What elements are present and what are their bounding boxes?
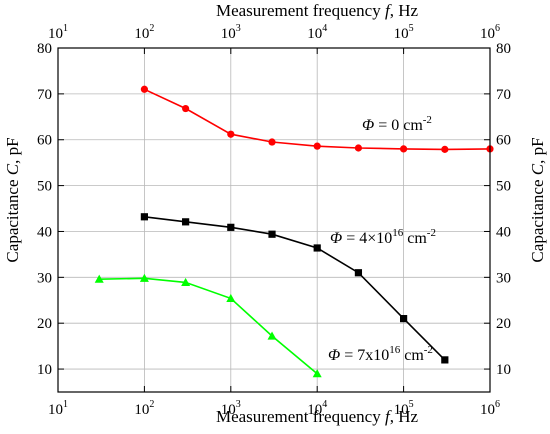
- series-label-green: Φ = 7x1016 cm-2: [328, 344, 433, 364]
- y2-tick-label: 20: [496, 316, 511, 332]
- data-point: [227, 130, 235, 138]
- data-point: [313, 142, 321, 150]
- data-point: [227, 223, 235, 231]
- y-tick-label: 40: [37, 224, 52, 240]
- y2-tick-label: 60: [496, 133, 511, 149]
- x2-tick-label: 101: [48, 23, 68, 42]
- y-tick-label: 70: [37, 87, 52, 103]
- data-point: [441, 145, 449, 153]
- y2-tick-label: 80: [496, 41, 511, 57]
- y-tick-label: 30: [37, 270, 52, 286]
- x2-tick-label: 106: [480, 23, 500, 42]
- x-tick-label: 101: [48, 399, 68, 418]
- data-point: [268, 138, 276, 146]
- series-line-1: [144, 216, 446, 361]
- series-line-2: [99, 277, 318, 375]
- x-tick-label: 105: [394, 399, 414, 418]
- x2-axis-title: Measurement frequency f, Hz: [216, 1, 418, 20]
- y2-tick-label: 30: [496, 270, 511, 286]
- data-point: [354, 269, 363, 277]
- x2-tick-label: 102: [134, 23, 154, 42]
- data-point: [267, 331, 277, 340]
- axes: 101 101 102 102 103 103 104 104 105 105 106 106 10 10…: [37, 23, 511, 418]
- x2-tick-label: 105: [394, 23, 414, 42]
- data-point: [139, 273, 149, 282]
- data-point: [182, 104, 190, 113]
- x2-tick-label: 103: [221, 23, 241, 42]
- data-point: [354, 144, 363, 152]
- y2-tick-label: 10: [496, 362, 511, 378]
- x-axis-title: Measurement frequency f, Hz: [216, 407, 418, 426]
- data-point: [181, 277, 191, 286]
- series-layer: [94, 85, 494, 378]
- y2-tick-label: 50: [496, 179, 511, 195]
- x-tick-label: 104: [307, 399, 327, 418]
- series-label-red: Φ = 0 cm-2: [362, 114, 432, 134]
- data-point: [140, 213, 148, 221]
- data-point: [400, 145, 408, 153]
- series-label-black: Φ = 4×1016 cm-2: [330, 227, 436, 247]
- y-axis-title: Capacitance C, pF: [3, 137, 22, 262]
- y-tick-label: 20: [37, 316, 52, 332]
- y2-tick-label: 40: [496, 224, 511, 240]
- data-point: [140, 85, 148, 93]
- data-point: [94, 274, 104, 283]
- x-tick-label: 106: [480, 399, 500, 418]
- x-tick-label: 102: [134, 399, 154, 418]
- data-point: [268, 230, 276, 238]
- y-tick-label: 50: [37, 179, 52, 195]
- y-tick-label: 10: [37, 362, 52, 378]
- data-point: [313, 244, 321, 252]
- data-point: [226, 293, 236, 303]
- data-point: [312, 369, 322, 378]
- y-tick-label: 60: [37, 133, 52, 149]
- data-point: [441, 356, 449, 364]
- x2-tick-label: 104: [307, 23, 327, 42]
- y2-axis-title: Capacitance C, pF: [528, 137, 547, 262]
- data-point: [182, 218, 190, 226]
- x-tick-label: 103: [221, 399, 241, 418]
- plot-frame: [57, 47, 491, 393]
- y2-tick-label: 70: [496, 87, 511, 103]
- y-tick-label: 80: [37, 41, 52, 57]
- data-point: [400, 315, 408, 323]
